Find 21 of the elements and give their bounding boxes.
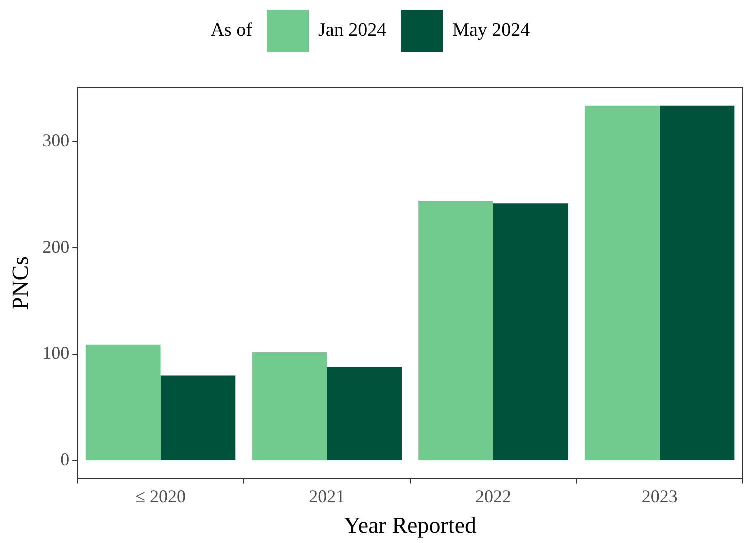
y-tick-label: 0 bbox=[60, 449, 70, 470]
x-tick-label: 2021 bbox=[309, 486, 346, 506]
bar bbox=[418, 201, 494, 460]
y-tick-label: 200 bbox=[42, 236, 70, 257]
x-axis-title: Year Reported bbox=[344, 513, 478, 538]
bar bbox=[660, 106, 735, 460]
bar bbox=[252, 352, 328, 460]
legend-label: Jan 2024 bbox=[318, 20, 387, 42]
bar bbox=[160, 376, 236, 460]
y-tick-label: 300 bbox=[42, 130, 70, 151]
legend-title: As of bbox=[210, 20, 253, 42]
x-tick-label: 2023 bbox=[642, 486, 678, 506]
bar bbox=[584, 106, 660, 460]
legend-label: May 2024 bbox=[452, 20, 530, 42]
x-tick-label: 2022 bbox=[475, 486, 512, 506]
bar bbox=[493, 204, 568, 460]
bar bbox=[86, 344, 161, 460]
y-tick-label: 100 bbox=[42, 343, 70, 364]
x-tick-label: ≤ 2020 bbox=[136, 486, 186, 506]
y-axis-title: PNCs bbox=[8, 256, 33, 310]
bar bbox=[327, 367, 402, 460]
